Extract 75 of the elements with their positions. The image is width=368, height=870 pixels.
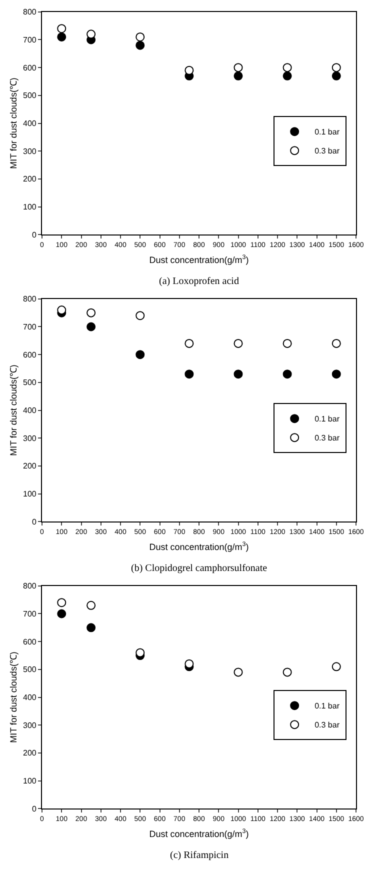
y-tick-label: 0 [32,230,37,240]
y-tick-label: 600 [23,637,37,646]
y-tick-label: 200 [23,748,37,758]
point [136,40,145,50]
text: (b) Clopidogrel camphorsulfonate [131,563,268,574]
point [86,600,96,610]
y-tick-label: 400 [23,406,37,416]
point [234,71,243,80]
x-axis-title: Dust concentration(g/m$^{3}$) [149,541,249,552]
y-tick-label: 200 [23,174,37,184]
y-tick-label: 800 [23,8,37,17]
y-axis-title: MIT for dust clouds(℃) [8,364,18,456]
y-tick-label: 100 [23,490,37,499]
point [86,623,96,632]
y-tick-label: 400 [23,119,37,128]
point [184,659,194,668]
point [86,322,96,332]
y-tick-label: 300 [23,434,37,443]
y-tick-label: 200 [23,462,37,471]
point [332,63,341,72]
y-tick-label: 500 [23,91,37,100]
point [234,370,243,379]
text: (c) Rifampicin [170,850,229,861]
point [332,71,341,80]
y-axis-title: MIT for dust clouds(℃) [8,78,18,169]
y-tick-label: 700 [23,610,37,619]
y-tick-label: 800 [23,294,37,304]
y-tick-label: 500 [23,665,37,674]
point [234,63,243,72]
y-tick-label: 700 [23,36,37,45]
point [184,338,194,348]
point [86,30,96,39]
point [57,598,66,608]
point [332,662,341,672]
point [136,311,145,320]
y-tick-label: 500 [23,378,37,388]
point [282,63,292,72]
legend-label: 0.3 bar [314,720,340,730]
point [332,370,341,379]
y-tick-label: 700 [23,322,37,332]
point [57,32,66,42]
y-axis-title: MIT for dust clouds(℃) [8,652,18,743]
point [282,71,292,80]
point [282,338,292,348]
y-tick-label: 300 [23,720,37,730]
x-axis-title: Dust concentration(g/m$^{3}$) [149,254,249,265]
point [136,350,145,360]
y-tick-label: 300 [23,146,37,156]
point [57,24,66,34]
legend-label: 0.3 bar [314,434,340,443]
point [184,66,194,75]
point [332,338,341,348]
legend-label: 0.1 bar [314,128,340,137]
y-tick-label: 600 [23,350,37,360]
y-tick-label: 800 [23,582,37,591]
point [184,370,194,379]
x-axis-title: Dust concentration(g/m$^{3}$) [149,828,249,839]
legend-label: 0.3 bar [314,146,340,156]
y-tick-label: 100 [23,776,37,786]
y-tick-label: 0 [32,517,37,526]
point [136,32,145,42]
legend-label: 0.1 bar [314,414,340,424]
legend-label: 0.1 bar [314,702,340,711]
point [282,370,292,379]
point [282,668,292,677]
point [234,668,243,677]
text: (a) Loxoprofen acid [159,276,239,287]
y-tick-label: 400 [23,693,37,702]
point [234,338,243,348]
point [57,609,66,618]
y-tick-label: 100 [23,202,37,212]
point [136,648,145,658]
y-tick-label: 600 [23,63,37,72]
point [86,308,96,318]
y-tick-label: 0 [32,804,37,814]
